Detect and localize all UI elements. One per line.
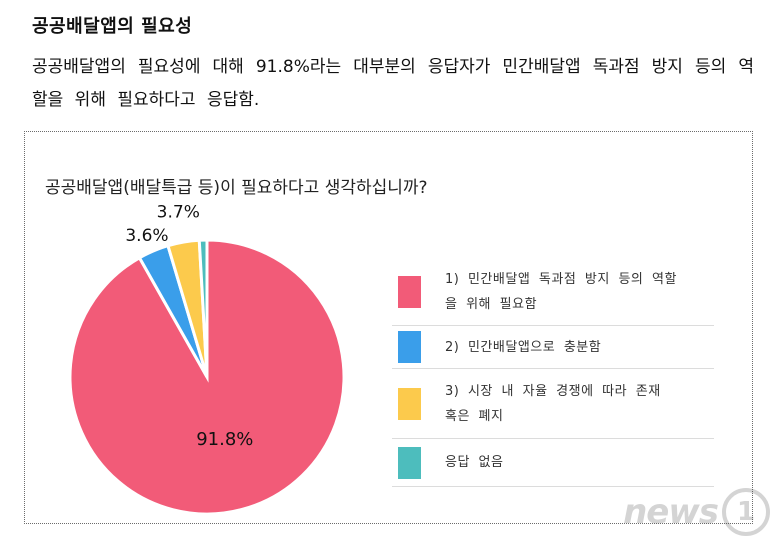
pie-slice-4 [197,238,209,378]
legend-swatch-1 [398,276,421,308]
legend-swatch-3 [398,387,421,420]
pie-chart: 91.8% 3.6% 3.7% [68,202,346,516]
watermark-word: news [623,492,719,532]
pie-data-label-2: 3.6% [125,226,168,246]
watermark-digit: 1 [736,497,756,527]
legend-label-line1: 3) 시장 내 자율 경쟁에 따라 존재 [445,383,661,399]
legend-label-2: 2) 민간배달앱으로 충분함 [445,335,601,360]
legend-label-4: 응답 없음 [445,450,503,475]
legend-label-line2: 혹은 폐지 [445,408,504,424]
pie-data-label-3: 3.7% [157,202,200,222]
legend-label-line1: 2) 민간배달앱으로 충분함 [445,339,602,355]
legend-label-line1: 응답 없음 [445,455,504,470]
watermark-circle: 1 [722,488,770,536]
article-body: 공공배달앱의 필요성에 대해 91.8%라는 대부분의 응답자가 민간배달앱 독… [32,57,754,110]
legend-label-line1: 1) 민간배달앱 독과점 방지 등의 역할 [445,272,677,287]
chart-title: 공공배달앱(배달특급 등)이 필요하다고 생각하십니까? [45,178,428,198]
article-heading: 공공배달앱의 필요성 [32,16,193,37]
legend-item-4: 응답 없음 [392,439,714,487]
legend-swatch-4 [398,446,421,479]
legend-swatch-2 [398,331,421,363]
news1-watermark: news 1 [623,488,770,536]
legend-item-2: 2) 민간배달앱으로 충분함 [392,326,714,369]
chart-panel: 공공배달앱(배달특급 등)이 필요하다고 생각하십니까? 91.8% 3.6% 3.… [24,131,753,524]
pie-data-label-1: 91.8% [196,429,253,450]
legend-label-line2: 을 위해 필요함 [445,297,538,312]
